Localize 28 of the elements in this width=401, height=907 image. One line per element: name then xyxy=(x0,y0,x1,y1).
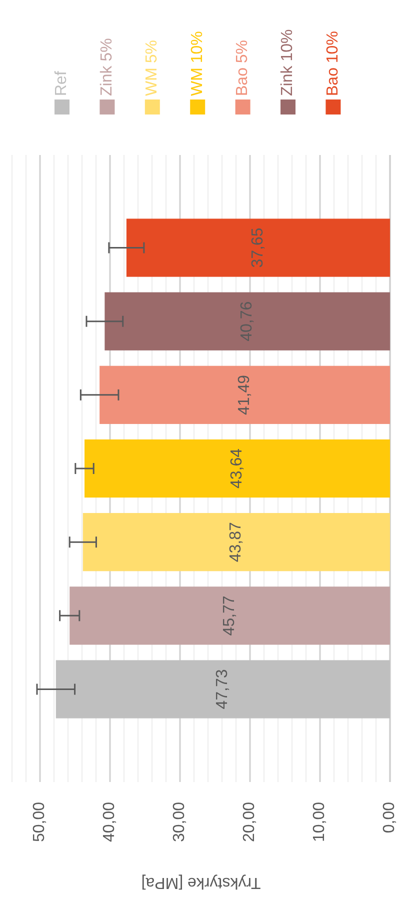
data-label: 47,73 xyxy=(214,669,232,710)
bar xyxy=(104,292,390,350)
x-tick-label: 40,00 xyxy=(101,802,118,842)
data-label: 43,64 xyxy=(228,448,246,489)
text: Bao 10% xyxy=(324,31,342,96)
text: Ref xyxy=(53,70,70,96)
x-axis-title: Trykstyrke [MPa] xyxy=(141,874,261,891)
text: Zink 5% xyxy=(98,38,116,96)
x-tick-label: 10,00 xyxy=(311,802,328,842)
text: Zink 10% xyxy=(279,29,296,96)
x-tick-label: 50,00 xyxy=(31,802,48,842)
text: WM 5% xyxy=(144,40,161,96)
data-label: 45,77 xyxy=(221,596,238,636)
text: WM 10% xyxy=(188,31,206,96)
bar xyxy=(100,366,390,424)
x-tick-label: 20,00 xyxy=(241,802,258,842)
data-label: 37,65 xyxy=(249,228,266,268)
data-label: 41,49 xyxy=(236,374,254,415)
text: Bao 5% xyxy=(234,40,252,96)
bar xyxy=(126,218,390,277)
x-tick-label: 0,00 xyxy=(381,802,398,834)
data-label: 40,76 xyxy=(238,301,256,342)
x-tick-label: 30,00 xyxy=(171,802,188,842)
data-label: 43,87 xyxy=(228,522,245,562)
bar xyxy=(70,586,390,645)
bar xyxy=(56,660,390,718)
bar xyxy=(82,513,390,572)
bar xyxy=(84,439,390,498)
